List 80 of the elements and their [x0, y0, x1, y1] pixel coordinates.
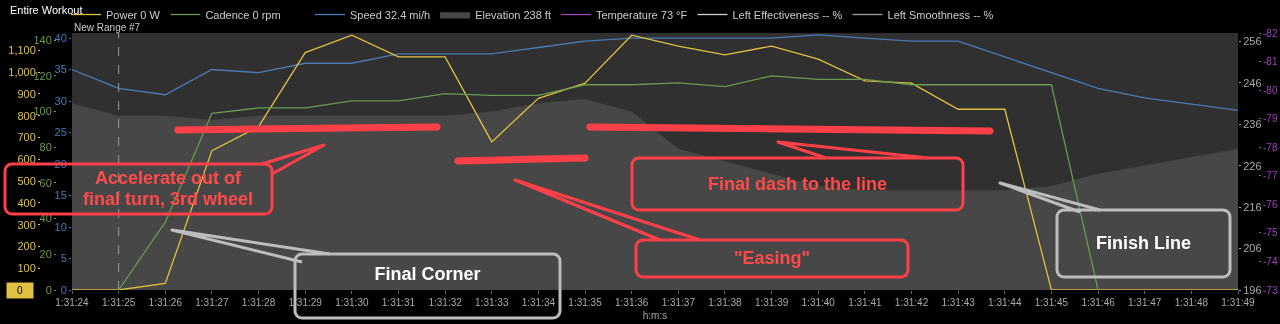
y-tick-label: 1,000 — [8, 66, 36, 79]
y3-tick-label: -79 — [1263, 113, 1278, 125]
x-tick-label: 1:31:45 — [1034, 297, 1069, 308]
y-tick-label: 400 — [17, 196, 36, 209]
y-tick-label: 25 — [54, 126, 67, 139]
y-tick-label: 200 — [17, 240, 36, 253]
y2-tick-label: 216 — [1243, 200, 1262, 213]
x-tick-label: 1:31:48 — [1174, 297, 1209, 308]
line-series — [72, 34, 1238, 290]
y-tick-label: 35 — [54, 63, 67, 76]
y3-tick-label: -80 — [1263, 84, 1278, 96]
x-tick-label: 1:31:24 — [55, 297, 90, 308]
y2-tick-label: 0 — [45, 283, 52, 296]
x-tick-label: 1:31:32 — [428, 297, 463, 308]
x-tick-label: 1:31:39 — [754, 297, 789, 308]
y2-tick-label: 256 — [1243, 35, 1262, 48]
x-tick-label: 1:31:35 — [568, 297, 603, 308]
y-tick-label: 15 — [54, 189, 67, 202]
x-axis-title: h:m:s — [642, 309, 668, 321]
annotation: "Easing" — [732, 247, 812, 270]
x-tick-label: 1:31:26 — [148, 297, 183, 308]
y2-tick-label: 206 — [1243, 242, 1262, 255]
y3-tick-label: -73 — [1263, 284, 1278, 296]
y-tick-label: 600 — [17, 153, 36, 166]
chart-title: Entire Workout — [10, 3, 83, 16]
x-tick-label: 1:31:44 — [988, 297, 1022, 308]
y-tick-label: 500 — [17, 174, 36, 187]
x-tick-label: 1:31:43 — [941, 297, 976, 308]
y2-tick-label: 60 — [39, 176, 52, 189]
legend-label: Left Smoothness -- % — [887, 8, 994, 21]
y2-tick-label: 80 — [39, 141, 52, 154]
x-tick-label: 1:31:28 — [241, 297, 276, 308]
x-tick-label: 1:31:37 — [661, 297, 696, 308]
x-tick-label: 1:31:40 — [801, 297, 836, 308]
y2-tick-label: 226 — [1243, 159, 1262, 172]
y-tick-label: 0 — [60, 283, 67, 296]
x-tick-label: 1:31:27 — [195, 297, 230, 308]
x-tick-label: 1:31:46 — [1081, 297, 1116, 308]
x-tick-label: 1:31:31 — [381, 297, 416, 308]
y-tick-label: 40 — [54, 31, 67, 44]
y-tick-label: 700 — [17, 131, 36, 144]
y3-tick-label: -77 — [1263, 170, 1278, 182]
x-tick-label: 1:31:33 — [475, 297, 509, 308]
annotation: Final Corner — [373, 262, 482, 286]
y3-tick-label: -75 — [1263, 227, 1278, 239]
x-tick-label: 1:31:41 — [848, 297, 882, 308]
y-tick-label: 900 — [17, 87, 36, 100]
y3-tick-label: -82 — [1263, 27, 1278, 39]
x-tick-label: 1:31:38 — [708, 297, 743, 308]
y-tick-label: 30 — [54, 94, 67, 107]
annotation: Finish Line — [1095, 232, 1192, 255]
y-tick-label: 5 — [60, 252, 67, 265]
x-tick-label: 1:31:30 — [335, 297, 369, 308]
legend-label: Cadence 0 rpm — [205, 8, 281, 21]
y-tick-label: 10 — [54, 220, 67, 233]
y3-tick-label: -78 — [1263, 141, 1278, 153]
y-tick-label: 100 — [17, 262, 36, 275]
x-tick-label: 1:31:47 — [1128, 297, 1162, 308]
annotation: Final dash to the line — [707, 172, 888, 196]
x-tick-label: 1:31:42 — [894, 297, 929, 308]
y3-tick-label: -76 — [1263, 198, 1278, 210]
x-tick-label: 1:31:36 — [614, 297, 649, 308]
y-tick-label: 1,100 — [8, 44, 36, 57]
legend-label: Temperature 73 °F — [595, 8, 688, 21]
y2-tick-label: 140 — [33, 33, 52, 46]
x-tick-label: 1:31:49 — [1221, 297, 1256, 308]
legend-label: Left Effectiveness -- % — [732, 8, 843, 21]
y3-tick-label: -81 — [1263, 56, 1278, 68]
y2-tick-label: 196 — [1243, 283, 1262, 296]
annotation: New Range #7 — [74, 22, 141, 33]
x-tick-label: 1:31:34 — [521, 297, 556, 308]
y2-tick-label: 236 — [1243, 118, 1262, 131]
legend-label: Elevation 238 ft — [475, 8, 551, 21]
legend-label: Power 0 W — [106, 8, 161, 21]
y3-tick-label: -74 — [1263, 255, 1278, 267]
legend-label: Speed 32.4 mi/h — [350, 8, 431, 21]
y2-tick-label: 246 — [1243, 76, 1262, 89]
x-tick-label: 1:31:25 — [101, 297, 136, 308]
y-tick-label: 300 — [17, 218, 36, 231]
y2-tick-label: 20 — [39, 248, 52, 261]
